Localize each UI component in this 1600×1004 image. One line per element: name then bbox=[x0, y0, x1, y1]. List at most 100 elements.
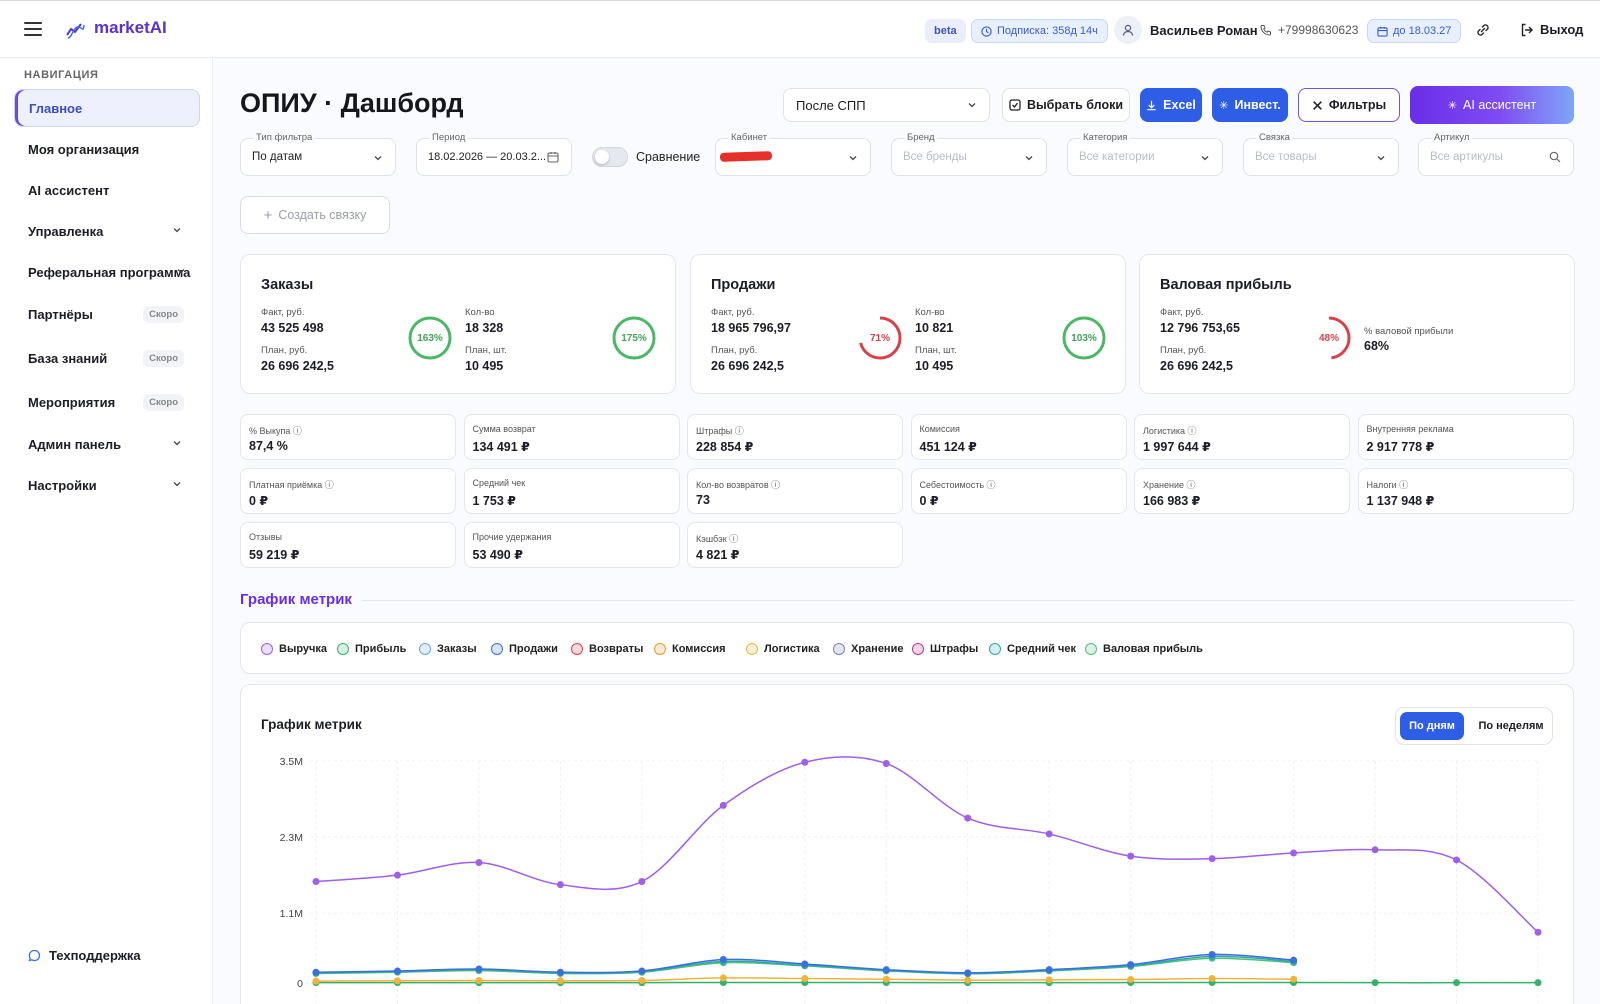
progress-ring-label: 103% bbox=[1071, 332, 1097, 344]
sidebar-item-knowledge[interactable]: База знаний Скоро bbox=[14, 339, 200, 377]
y-tick-label: 2.3M bbox=[280, 832, 303, 844]
legend-item[interactable]: Заказы bbox=[419, 643, 477, 655]
kpi-gross-card: Валовая прибыль Факт, руб. 12 796 753,65… bbox=[1139, 254, 1575, 394]
metric-tile-label: % Выкупа ⓘ bbox=[249, 426, 302, 436]
article-label: Артикул bbox=[1431, 132, 1473, 143]
data-point bbox=[801, 975, 809, 983]
legend-item[interactable]: Штрафы bbox=[912, 643, 978, 655]
sidebar-item-main[interactable]: Главное bbox=[14, 89, 200, 127]
metric-tile: Внутренняя реклама 2 917 778 ₽ bbox=[1357, 414, 1574, 460]
period-label: Период bbox=[429, 132, 469, 143]
sidebar-item-organization[interactable]: Моя организация bbox=[14, 130, 200, 168]
legend-item[interactable]: Валовая прибыль bbox=[1085, 643, 1203, 655]
legend-item[interactable]: Логистика bbox=[746, 643, 820, 655]
category-select[interactable]: Категория Все категории bbox=[1067, 132, 1223, 176]
toggle-days[interactable]: По дням bbox=[1400, 712, 1464, 740]
sidebar-item-events[interactable]: Мероприятия Скоро bbox=[14, 383, 200, 421]
data-point bbox=[1534, 979, 1542, 987]
spp-select[interactable]: После СПП bbox=[783, 88, 990, 122]
select-blocks-button[interactable]: Выбрать блоки bbox=[1002, 88, 1130, 122]
spp-select-value: После СПП bbox=[796, 97, 866, 113]
user-name[interactable]: Васильев Роман bbox=[1150, 23, 1258, 38]
check-circle-icon bbox=[261, 643, 273, 655]
metric-tile: Налоги ⓘ 1 137 948 ₽ bbox=[1357, 468, 1574, 514]
until-text: до 18.03.27 bbox=[1393, 25, 1452, 37]
progress-ring-label: 48% bbox=[1318, 332, 1339, 344]
metric-tile-value: 1 997 644 ₽ bbox=[1143, 440, 1211, 454]
data-point bbox=[719, 974, 727, 982]
invest-button[interactable]: ✳ Инвест. bbox=[1212, 88, 1288, 122]
ring-track bbox=[1062, 316, 1106, 360]
top-bar: marketAI beta Подписка: 358д 14ч Василье… bbox=[0, 0, 1600, 58]
excel-button[interactable]: Excel bbox=[1140, 88, 1202, 122]
progress-ring-label: 163% bbox=[417, 332, 443, 344]
toggle-weeks[interactable]: По неделям bbox=[1478, 720, 1544, 732]
y-tick-label: 1.1M bbox=[280, 908, 303, 920]
logout-button[interactable]: Выход bbox=[1520, 22, 1583, 37]
filter-type-label: Тип фильтра bbox=[253, 132, 316, 143]
period-picker[interactable]: Период 18.02.2026 — 20.03.2... bbox=[416, 132, 572, 176]
metric-tile: Себестоимость ⓘ 0 ₽ bbox=[910, 468, 1127, 514]
page-title: ОПИУ · Дашборд bbox=[240, 88, 464, 118]
metric-tile-label: Кол-во возвратов ⓘ bbox=[696, 480, 781, 490]
data-point bbox=[801, 960, 809, 968]
support-label: Техподдержка bbox=[49, 948, 141, 963]
metric-tile: Средний чек 1 753 ₽ bbox=[463, 468, 680, 514]
legend-item[interactable]: Хранение bbox=[833, 643, 903, 655]
legend-item[interactable]: Прибыль bbox=[337, 643, 406, 655]
legend-item[interactable]: Возвраты bbox=[571, 643, 643, 655]
data-point bbox=[1208, 975, 1216, 983]
chevron-down-icon bbox=[173, 228, 181, 233]
filter-type-value: По датам bbox=[252, 151, 303, 163]
sidebar-item-admin[interactable]: Админ панель bbox=[14, 425, 200, 463]
data-point bbox=[1290, 849, 1298, 857]
sidebar-item-settings[interactable]: Настройки bbox=[14, 466, 200, 504]
legend-item[interactable]: Выручка bbox=[261, 643, 327, 655]
data-point bbox=[964, 814, 972, 822]
until-badge[interactable]: до 18.03.27 bbox=[1367, 19, 1462, 43]
sidebar-item-referral[interactable]: Реферальная программа bbox=[14, 253, 200, 291]
support-link[interactable]: Техподдержка bbox=[28, 948, 141, 963]
filters-button[interactable]: Фильтры bbox=[1298, 88, 1400, 122]
data-point bbox=[312, 977, 320, 985]
sidebar-item-ai-assistant[interactable]: AI ассистент bbox=[14, 171, 200, 209]
calendar-icon bbox=[1377, 26, 1388, 37]
sidebar-item-partners[interactable]: Партнёры Скоро bbox=[14, 295, 200, 333]
data-point bbox=[1208, 855, 1216, 863]
link-select[interactable]: Связка Все товары bbox=[1243, 132, 1399, 176]
metrics-legend: Выручка Прибыль Заказы Продажи Возвраты Комис… bbox=[240, 622, 1574, 674]
progress-ring-label: 175% bbox=[621, 332, 647, 344]
progress-ring: 103% bbox=[1061, 315, 1107, 361]
compare-toggle[interactable] bbox=[592, 147, 628, 167]
metric-tile-value: 73 bbox=[696, 493, 710, 507]
legend-item[interactable]: Средний чек bbox=[989, 643, 1076, 655]
data-point bbox=[312, 968, 320, 976]
kpi-qty-value: 18 328 bbox=[465, 321, 504, 335]
metric-tile: % Выкупа ⓘ 87,4 % bbox=[240, 414, 456, 460]
user-icon[interactable] bbox=[1114, 16, 1142, 44]
metric-tile-value: 451 124 ₽ bbox=[919, 440, 977, 454]
logo-text[interactable]: marketAI bbox=[94, 18, 167, 37]
legend-item[interactable]: Продажи bbox=[491, 643, 558, 655]
metric-tile-value: 1 137 948 ₽ bbox=[1366, 494, 1435, 508]
brand-select[interactable]: Бренд Все бренды bbox=[891, 132, 1047, 176]
data-point bbox=[638, 878, 646, 886]
data-point bbox=[1045, 830, 1053, 838]
filter-type-select[interactable]: Тип фильтра По датам bbox=[240, 132, 396, 176]
sidebar-item-label: AI ассистент bbox=[28, 182, 110, 198]
sidebar-item-management[interactable]: Управленка bbox=[14, 212, 200, 250]
sidebar-item-label: Управленка bbox=[28, 223, 104, 239]
check-circle-icon bbox=[419, 643, 431, 655]
article-search[interactable]: Артикул Все артикулы bbox=[1418, 132, 1574, 176]
create-link-button[interactable]: + Создать связку bbox=[240, 196, 390, 234]
legend-item[interactable]: Комиссия bbox=[654, 643, 726, 655]
subscription-badge[interactable]: Подписка: 358д 14ч bbox=[971, 19, 1108, 43]
phone: +79998630623 bbox=[1260, 23, 1358, 37]
menu-icon[interactable] bbox=[24, 20, 42, 38]
link-icon[interactable] bbox=[1474, 21, 1492, 39]
redaction-mark bbox=[719, 151, 773, 162]
metric-tile-value: 0 ₽ bbox=[249, 494, 269, 508]
ai-assistant-button[interactable]: ✳ AI ассистент bbox=[1410, 86, 1574, 124]
sidebar-item-label: Настройки bbox=[28, 477, 97, 493]
create-link-label: Создать связку bbox=[278, 208, 367, 222]
